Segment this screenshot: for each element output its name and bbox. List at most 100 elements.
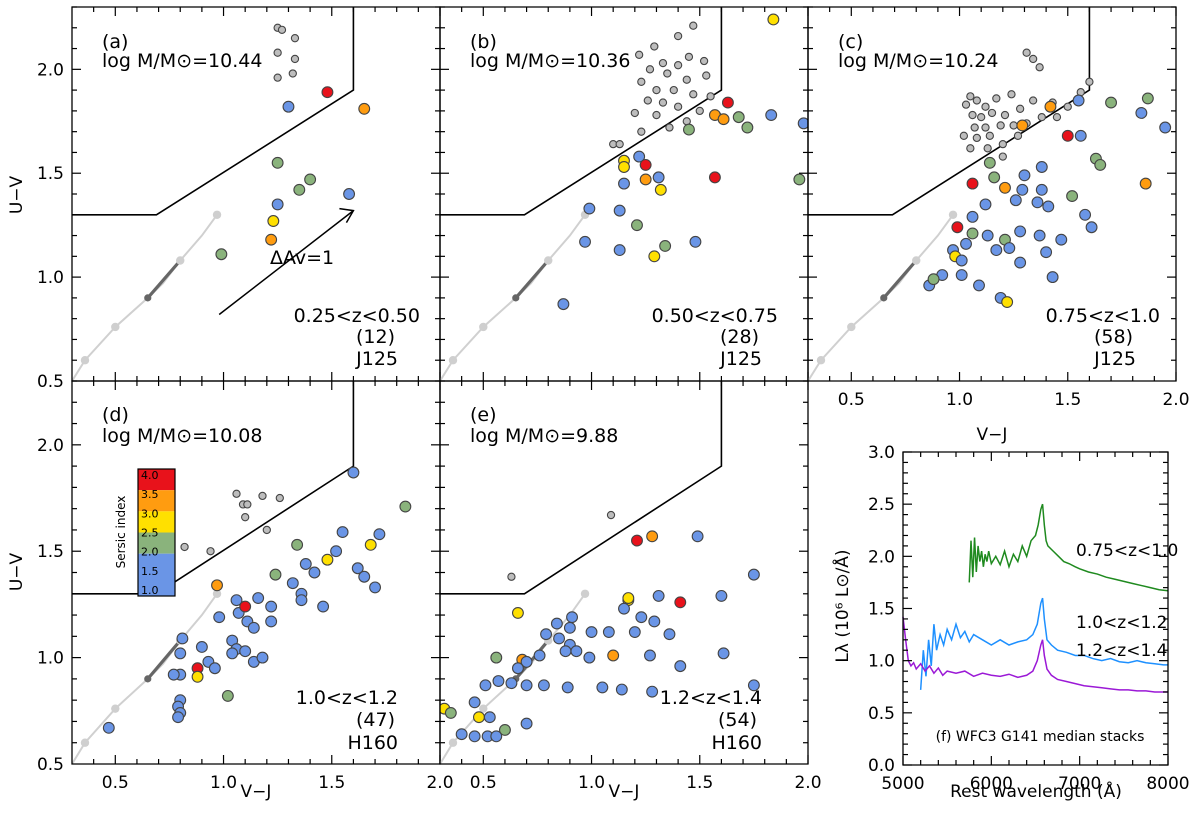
panel-f-label: (f) WFC3 G141 median stacks [936,729,1145,745]
y-tick-label: 3.0 [868,443,895,463]
galaxy-point [265,233,278,246]
galaxy-point [520,655,533,668]
panel-d-ylabel: U−V [7,552,27,591]
galaxy-point [1016,119,1029,132]
galaxy-point [979,198,992,211]
galaxy-point [343,188,356,200]
panel-f-frame [902,451,1169,766]
galaxy-point [1009,194,1022,207]
galaxy-point [1085,221,1098,234]
galaxy-point [191,670,204,683]
galaxy-point [221,689,234,702]
panel-f-xlabel: Rest wavelength (Å) [950,780,1122,802]
panel-d-points: 0.5 1.0 1.5 2.0 0.5 1.0 1.5 2.0 [37,380,454,793]
panel-e-xlabel: V−J [609,782,640,802]
galaxy-point [1035,183,1048,196]
panel-e-frame [439,380,809,765]
panel-b-plot-area [440,7,808,381]
galaxy-point [304,173,317,186]
galaxy-point [550,617,563,630]
track-dot [212,210,222,219]
quiescent-selection-line [808,7,1091,216]
panel-f: 5000 6000 7000 8000 0.0 0.5 1.0 1.5 2.0 2.5 3.0 (f… [831,443,1190,802]
panel-b-tag: (b) [470,31,497,53]
galaxy-point [533,649,546,662]
x-tick-label: 1.5 [686,773,713,793]
quiescent-point [262,525,271,535]
x-tick-label: 0.5 [102,773,129,793]
quiescent-point [180,542,189,552]
track-dot [880,294,888,302]
galaxy-point [618,161,630,173]
y-tick-label: 1.0 [37,649,64,669]
quiescent-selection-line [440,381,723,595]
galaxy-point [293,183,306,196]
galaxy-point [1141,92,1154,105]
y-tick-label: 0.5 [868,704,895,724]
galaxy-point [553,632,566,645]
quiescent-point [277,25,287,35]
quiescent-point [643,96,652,105]
galaxy-point [252,592,265,604]
galaxy-point [347,466,360,479]
galaxy-point [247,621,260,634]
galaxy-point [563,621,576,634]
galaxy-point [1001,296,1014,308]
quiescent-point [684,52,694,62]
track-dot [479,704,488,713]
panel-a-mass: log M/M⊙=10.44 [102,50,262,72]
track-dot [912,256,921,265]
quiescent-point [673,31,683,41]
x-tick-label: 8000 [1146,774,1189,794]
panel-a-plot-area [72,7,371,381]
galaxy-point [321,553,334,566]
galaxy-point [308,566,321,579]
quiescent-point [706,92,715,101]
galaxy-point [1061,129,1074,142]
galaxy-point [927,273,940,286]
quiescent-point [970,123,979,132]
galaxy-point [1042,200,1055,213]
quiescent-point [673,102,683,111]
track-dot [544,256,553,265]
galaxy-point [226,647,239,660]
track-dot [512,294,520,302]
quiescent-point [985,131,994,140]
galaxy-point [1105,96,1118,109]
x-tick-label: 6000 [970,774,1013,794]
galaxy-point [239,645,252,658]
galaxy-point [540,628,553,641]
series-label-12: 1.2<z<1.4 [1076,641,1167,661]
galaxy-point [689,235,702,248]
galaxy-point [960,237,972,250]
quiescent-point [1035,63,1044,72]
galaxy-point [1159,121,1172,134]
quiescent-point [637,127,646,136]
track-dot [580,589,590,598]
galaxy-point [596,681,609,694]
galaxy-point [618,177,630,190]
extinction-arrow [218,210,354,316]
panel-b-points [440,6,809,381]
x-tick-label: 5000 [881,774,924,794]
galaxy-point [1040,246,1053,259]
track-dot [144,294,152,302]
x-tick-label: 1.0 [946,390,973,410]
galaxy-point [631,534,643,547]
quiescent-selection-line [72,381,355,595]
x-tick-label: 2.0 [426,773,453,793]
y-tick-label: 1.0 [868,652,895,672]
quiescent-point [288,69,297,78]
colorbar-band [138,511,175,533]
quiescent-point [972,133,981,143]
galaxy-point [793,173,806,186]
quiescent-point [961,100,971,109]
y-tick-label: 1.5 [37,542,64,562]
quiescent-point [273,73,282,82]
galaxy-point [1079,208,1092,221]
colorbar-frame [137,468,176,597]
quiescent-point [1028,54,1038,64]
quiescent-point [630,108,639,118]
quiescent-point [645,65,655,74]
galaxy-point [765,109,778,121]
